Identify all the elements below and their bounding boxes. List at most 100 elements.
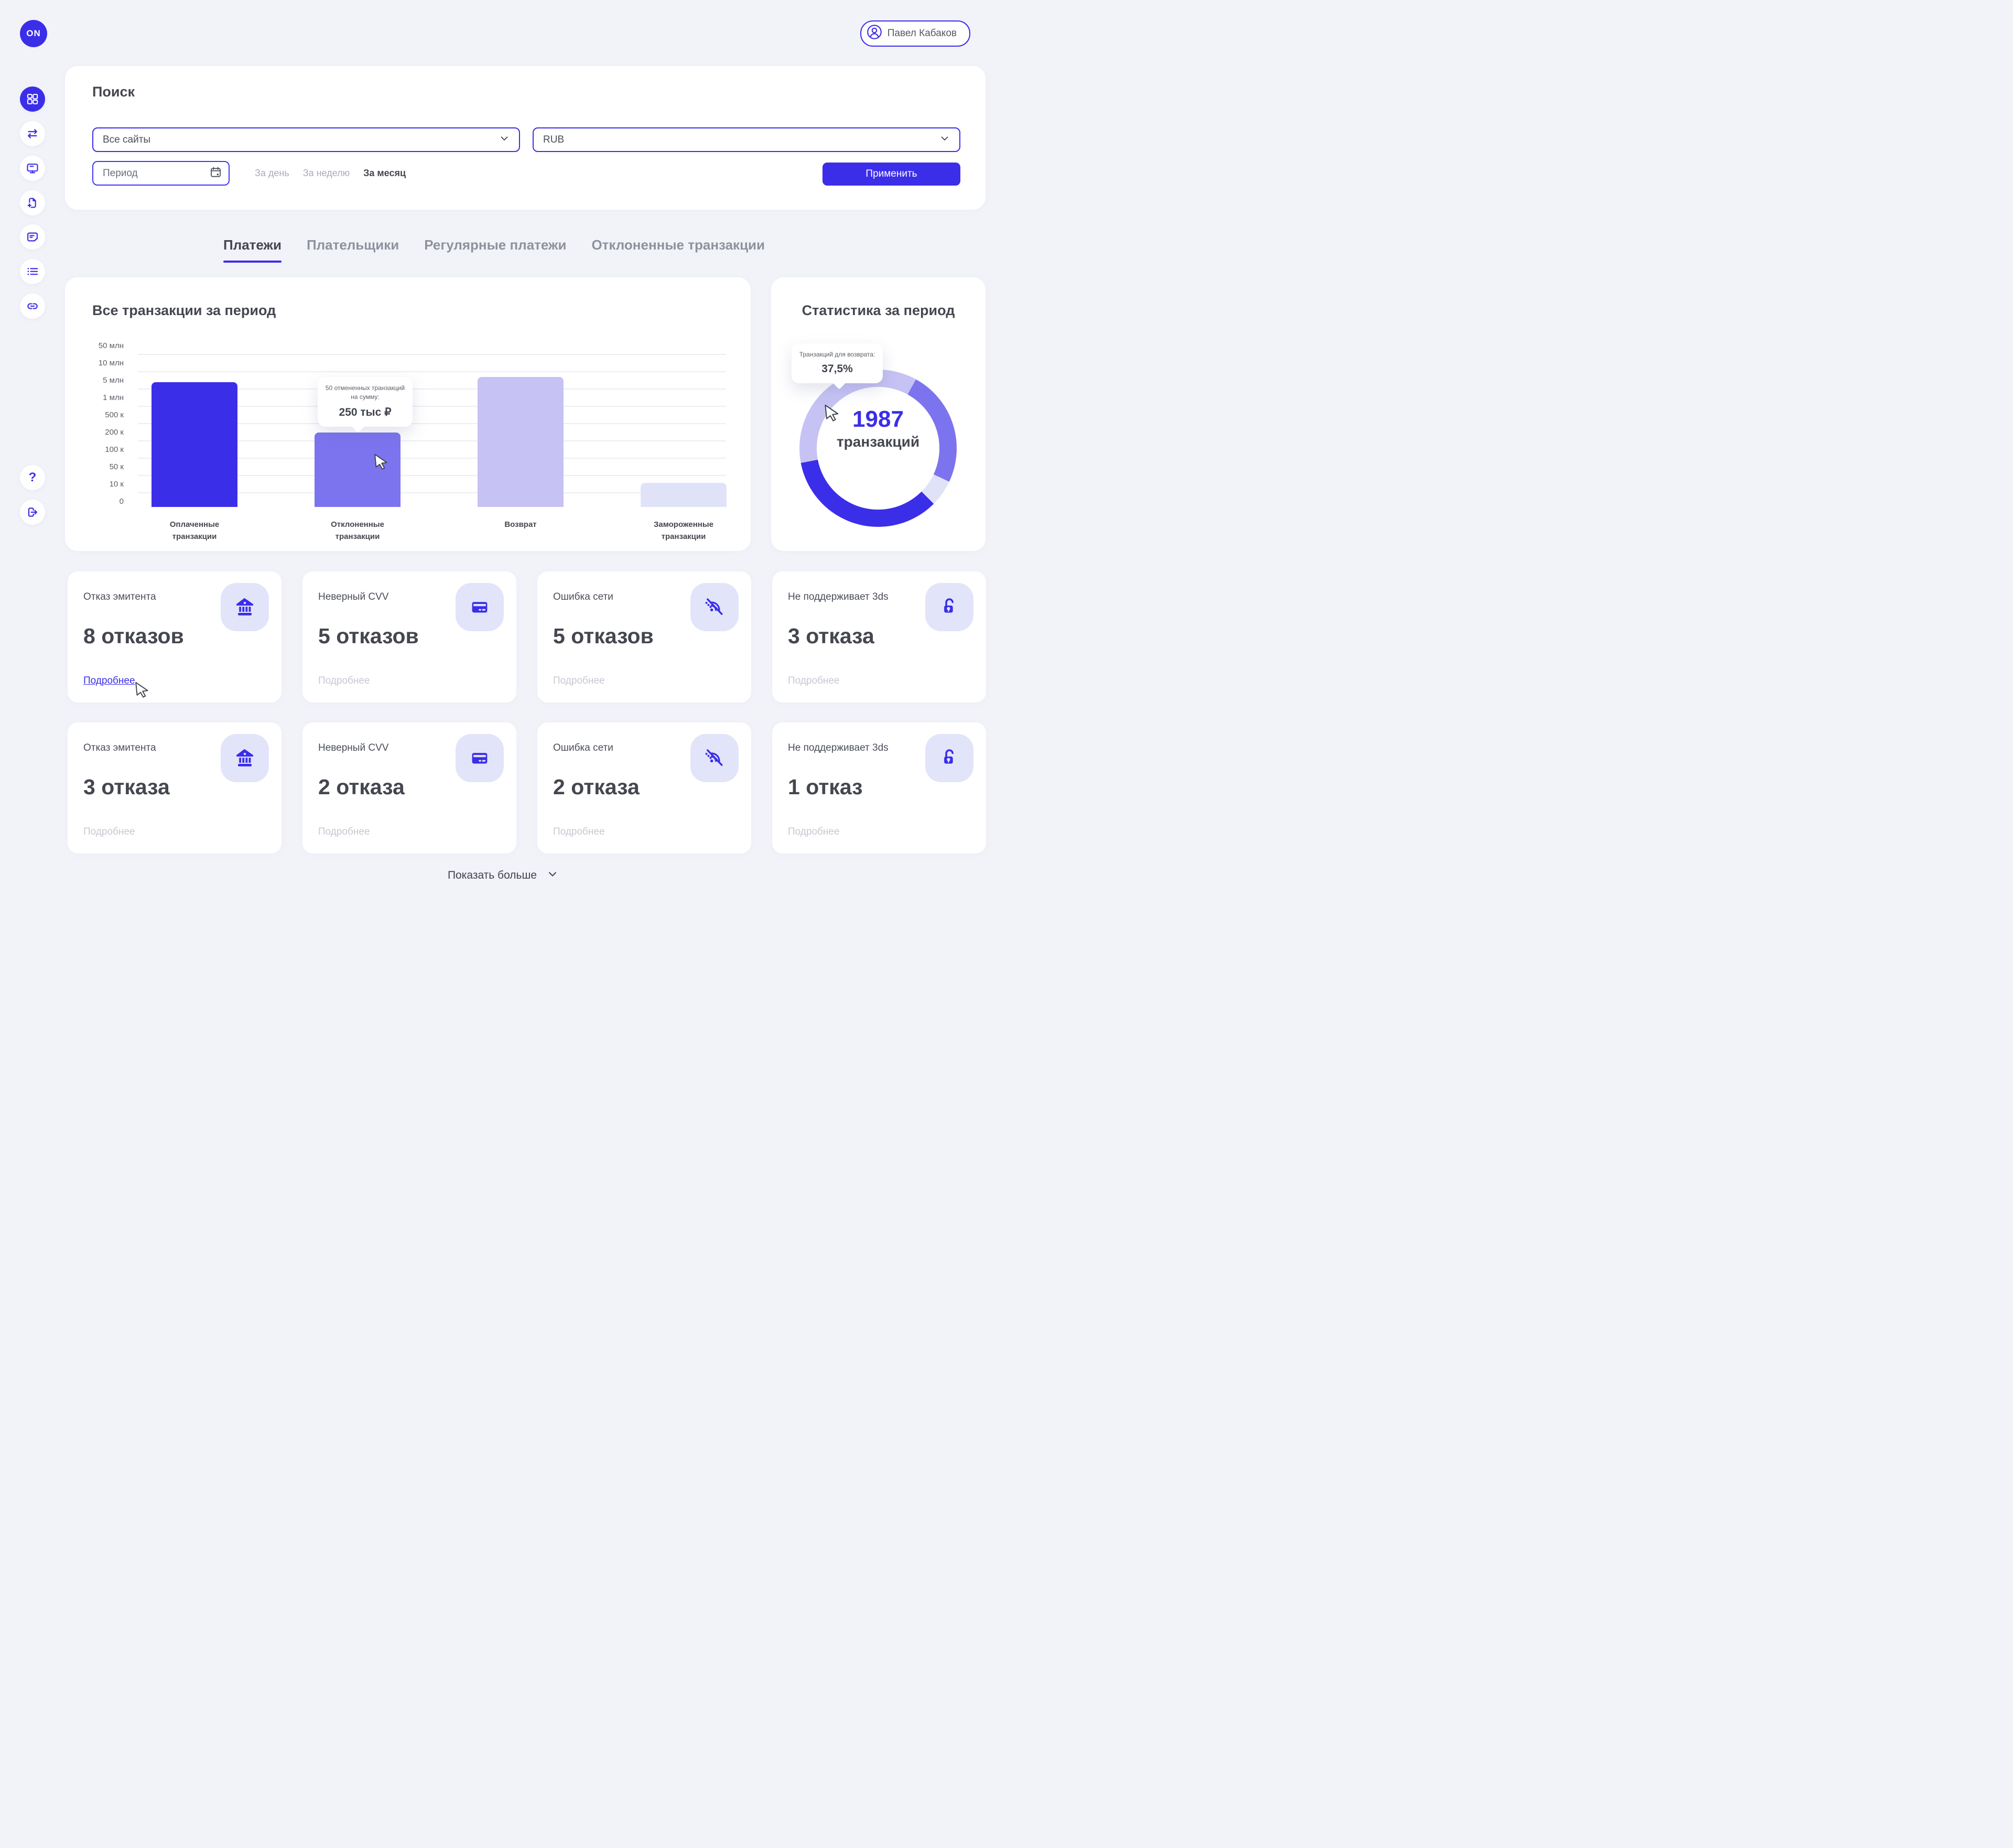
bar-declined-transactions[interactable] [315, 433, 401, 507]
wifi-off-icon [690, 734, 739, 782]
quick-range-day[interactable]: За день [255, 168, 289, 178]
decline-cards-grid: Отказ эмитента 8 отказов Подробнее Невер… [68, 571, 986, 853]
currency-filter-value: RUB [543, 134, 565, 145]
main-tabs: Платежи Плательщики Регулярные платежи О… [223, 237, 765, 263]
details-link[interactable]: Подробнее [553, 826, 605, 837]
tab-payments[interactable]: Платежи [223, 237, 282, 263]
y-tick: 5 млн [103, 376, 124, 385]
details-link[interactable]: Подробнее [318, 675, 370, 686]
brand-logo[interactable]: ON [20, 20, 47, 47]
chart-tooltip-line1: 50 отмененных транзакций [325, 384, 405, 392]
card-title: Неверный CVV [318, 742, 389, 753]
decline-card-issuer-2[interactable]: Отказ эмитента 3 отказа Подробнее [68, 722, 282, 853]
details-link[interactable]: Подробнее [318, 826, 370, 837]
card-title: Не поддерживает 3ds [788, 742, 889, 753]
gridline [138, 406, 726, 407]
stats-card: Статистика за период 1987 транзакций Тра… [771, 277, 986, 551]
card-count: 5 отказов [318, 624, 419, 648]
tab-recurring-payments[interactable]: Регулярные платежи [424, 237, 567, 253]
donut-chart[interactable] [799, 370, 957, 527]
sidebar-item-help[interactable]: ? [20, 465, 45, 490]
user-menu-button[interactable]: Павел Кабаков [860, 20, 970, 47]
tab-payers[interactable]: Плательщики [306, 237, 399, 253]
quick-range-month[interactable]: За месяц [363, 168, 406, 178]
sidebar-item-add-document[interactable] [20, 190, 45, 215]
gridline [138, 458, 726, 459]
person-icon [867, 24, 882, 43]
decline-card-3ds-2[interactable]: Не поддерживает 3ds 1 отказ Подробнее [772, 722, 986, 853]
chevron-down-icon [498, 132, 511, 148]
sidebar-item-list[interactable] [20, 259, 45, 284]
bar-label-declined: Отклоненные транзакции [331, 520, 384, 542]
bar-label-frozen: Замороженные транзакции [654, 520, 713, 542]
user-name: Павел Кабаков [887, 28, 957, 39]
decline-card-cvv-2[interactable]: Неверный CVV 2 отказа Подробнее [302, 722, 516, 853]
gridline [138, 388, 726, 390]
bank-icon [221, 583, 269, 631]
file-plus-icon [26, 196, 39, 210]
period-input[interactable] [102, 167, 209, 180]
card-title: Не поддерживает 3ds [788, 591, 889, 602]
note-icon [26, 230, 39, 244]
details-link[interactable]: Подробнее [553, 675, 605, 686]
donut-total-label: транзакций [836, 434, 920, 450]
sidebar-item-transfers[interactable] [20, 121, 45, 146]
transfer-arrows-icon [26, 127, 39, 141]
card-count: 2 отказа [553, 775, 640, 799]
y-tick: 50 к [109, 462, 124, 471]
sidebar-item-terminal[interactable] [20, 156, 45, 181]
card-count: 3 отказа [788, 624, 874, 648]
details-link[interactable]: Подробнее [788, 826, 840, 837]
donut-tooltip: Транзакций для возврата: 37,5% [792, 343, 883, 384]
bar-label-paid: Оплаченные транзакции [169, 520, 220, 542]
show-more-button[interactable]: Показать больше [0, 868, 1006, 883]
details-link[interactable]: Подробнее [83, 826, 135, 837]
gridline [138, 371, 726, 372]
credit-card-icon [456, 734, 504, 782]
bar-paid-transactions[interactable] [151, 382, 237, 507]
site-filter-select[interactable]: Все сайты [92, 127, 520, 152]
unlock-icon [925, 734, 973, 782]
bar-refunds[interactable] [478, 377, 564, 507]
bank-icon [221, 734, 269, 782]
currency-filter-select[interactable]: RUB [533, 127, 960, 152]
card-count: 3 отказа [83, 775, 170, 799]
calendar-icon[interactable] [209, 166, 222, 181]
decline-card-network-2[interactable]: Ошибка сети 2 отказа Подробнее [537, 722, 751, 853]
details-link[interactable]: Подробнее [788, 675, 840, 686]
card-count: 5 отказов [553, 624, 654, 648]
sidebar-item-notes[interactable] [20, 224, 45, 250]
chart-tooltip: 50 отмененных транзакций на сумму: 250 т… [318, 377, 413, 427]
mouse-cursor-icon [374, 453, 387, 470]
card-title: Отказ эмитента [83, 591, 156, 602]
sidebar-item-links[interactable] [20, 294, 45, 319]
chevron-down-icon [546, 868, 559, 883]
y-tick: 10 к [109, 480, 124, 489]
search-title: Поиск [92, 84, 135, 100]
chevron-down-icon [938, 132, 951, 148]
transactions-chart-card: Все транзакции за период 50 млн 10 млн 5… [65, 277, 751, 551]
y-tick: 100 к [105, 445, 124, 454]
credit-card-icon [456, 583, 504, 631]
quick-range-group: За день За неделю За месяц [255, 161, 406, 186]
card-title: Ошибка сети [553, 591, 613, 602]
bar-frozen-transactions[interactable] [641, 483, 727, 507]
decline-card-network-1[interactable]: Ошибка сети 5 отказов Подробнее [537, 571, 751, 703]
gridline [138, 475, 726, 476]
decline-card-cvv-1[interactable]: Неверный CVV 5 отказов Подробнее [302, 571, 516, 703]
sidebar-item-dashboard[interactable] [20, 87, 45, 112]
apply-button[interactable]: Применить [822, 163, 960, 186]
link-chain-icon [26, 299, 39, 313]
show-more-label: Показать больше [447, 869, 537, 881]
tab-declined-transactions[interactable]: Отклоненные транзакции [591, 237, 765, 253]
sidebar-item-logout[interactable] [20, 500, 45, 525]
monitor-icon [26, 161, 39, 175]
decline-card-3ds-1[interactable]: Не поддерживает 3ds 3 отказа Подробнее [772, 571, 986, 703]
quick-range-week[interactable]: За неделю [302, 168, 350, 178]
stats-title: Статистика за период [802, 302, 955, 318]
y-tick: 0 [119, 497, 124, 506]
card-title: Ошибка сети [553, 742, 613, 753]
decline-card-issuer-1[interactable]: Отказ эмитента 8 отказов Подробнее [68, 571, 282, 703]
details-link[interactable]: Подробнее [83, 675, 135, 686]
donut-center: 1987 транзакций [799, 406, 957, 450]
